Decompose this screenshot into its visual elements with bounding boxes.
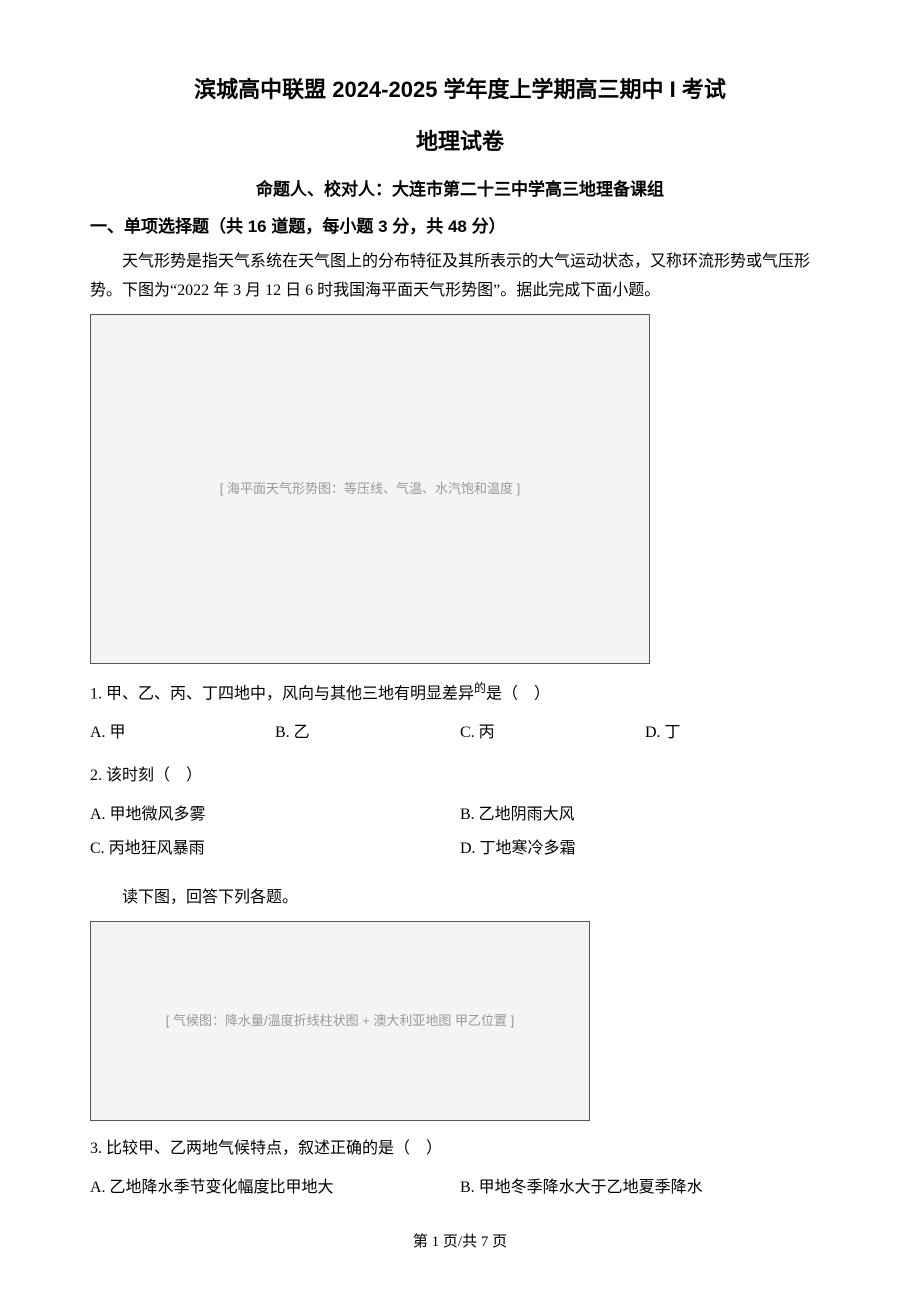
passage-weather-intro: 天气形势是指天气系统在天气图上的分布特征及其所表示的大气运动状态，又称环流形势或… xyxy=(90,248,830,306)
q3-stem: 3. 比较甲、乙两地气候特点，叙述正确的是（ ） xyxy=(90,1135,830,1164)
page-footer: 第 1 页/共 7 页 xyxy=(90,1229,830,1256)
q2-option-c: C. 丙地狂风暴雨 xyxy=(90,835,460,864)
q2-options: A. 甲地微风多雾 B. 乙地阴雨大风 C. 丙地狂风暴雨 D. 丁地寒冷多霜 xyxy=(90,801,830,871)
q3-option-a: A. 乙地降水季节变化幅度比甲地大 xyxy=(90,1174,460,1203)
q1-option-c: C. 丙 xyxy=(460,719,645,748)
q3-option-b: B. 甲地冬季降水大于乙地夏季降水 xyxy=(460,1174,830,1203)
q1-option-b: B. 乙 xyxy=(275,719,460,748)
q1-option-a: A. 甲 xyxy=(90,719,275,748)
q2-option-d: D. 丁地寒冷多霜 xyxy=(460,835,830,864)
section-1-heading: 一、单项选择题（共 16 道题，每小题 3 分，共 48 分） xyxy=(90,212,830,243)
q1-option-d: D. 丁 xyxy=(645,719,830,748)
exam-title-sub: 地理试卷 xyxy=(90,122,830,162)
q1-stem-sup: 的 xyxy=(474,681,486,695)
q2-option-b: B. 乙地阴雨大风 xyxy=(460,801,830,830)
q2-option-a: A. 甲地微风多雾 xyxy=(90,801,460,830)
figure-climate-charts: [ 气候图：降水量/温度折线柱状图 + 澳大利亚地图 甲乙位置 ] xyxy=(90,921,590,1121)
q1-options: A. 甲 B. 乙 C. 丙 D. 丁 xyxy=(90,719,830,748)
q1-stem-suffix: 是（ ） xyxy=(486,685,550,702)
figure-weather-map: [ 海平面天气形势图：等压线、气温、水汽饱和温度 ] xyxy=(90,314,650,664)
exam-title-main: 滨城高中联盟 2024-2025 学年度上学期高三期中 I 考试 xyxy=(90,70,830,110)
q2-stem: 2. 该时刻（ ） xyxy=(90,762,830,791)
q3-options: A. 乙地降水季节变化幅度比甲地大 B. 甲地冬季降水大于乙地夏季降水 xyxy=(90,1174,830,1209)
q1-stem: 1. 甲、乙、丙、丁四地中，风向与其他三地有明显差异的是（ ） xyxy=(90,678,830,709)
q1-stem-prefix: 1. 甲、乙、丙、丁四地中，风向与其他三地有明显差异 xyxy=(90,685,474,702)
exam-authors: 命题人、校对人：大连市第二十三中学高三地理备课组 xyxy=(90,175,830,206)
passage-climate-intro: 读下图，回答下列各题。 xyxy=(90,884,830,913)
